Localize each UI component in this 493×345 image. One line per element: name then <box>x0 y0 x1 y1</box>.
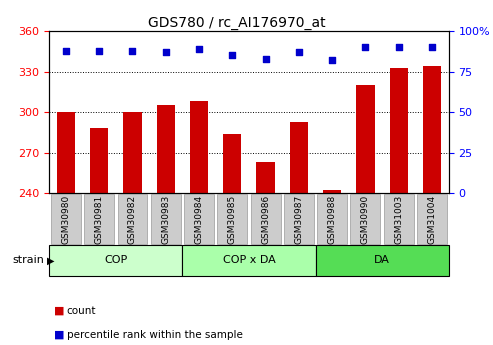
Text: COP: COP <box>104 256 128 265</box>
Text: percentile rank within the sample: percentile rank within the sample <box>67 330 243 339</box>
FancyBboxPatch shape <box>49 245 182 276</box>
Point <box>428 45 436 50</box>
Point <box>62 48 70 53</box>
Bar <box>223 134 242 193</box>
Text: GDS780 / rc_AI176970_at: GDS780 / rc_AI176970_at <box>148 16 325 30</box>
Text: GSM31003: GSM31003 <box>394 195 403 244</box>
Bar <box>57 112 75 193</box>
Text: ▶: ▶ <box>47 256 54 265</box>
Text: ■: ■ <box>54 330 65 339</box>
FancyBboxPatch shape <box>316 245 449 276</box>
Point <box>328 58 336 63</box>
FancyBboxPatch shape <box>182 245 316 276</box>
Text: strain: strain <box>12 256 44 265</box>
Text: COP x DA: COP x DA <box>223 256 275 265</box>
Bar <box>90 128 108 193</box>
Text: GSM30988: GSM30988 <box>328 195 337 244</box>
Point <box>395 45 403 50</box>
Text: GSM30987: GSM30987 <box>294 195 303 244</box>
Bar <box>389 68 408 193</box>
Text: GSM30985: GSM30985 <box>228 195 237 244</box>
Point <box>95 48 103 53</box>
Text: GSM30980: GSM30980 <box>62 195 70 244</box>
Text: count: count <box>67 306 96 315</box>
Bar <box>157 105 175 193</box>
Bar <box>356 85 375 193</box>
Point <box>228 52 236 58</box>
Point <box>262 56 270 61</box>
Point <box>195 46 203 52</box>
Text: ■: ■ <box>54 306 65 315</box>
Point <box>162 49 170 55</box>
Bar <box>423 66 441 193</box>
Text: GSM30986: GSM30986 <box>261 195 270 244</box>
Text: GSM30983: GSM30983 <box>161 195 170 244</box>
Text: DA: DA <box>374 256 390 265</box>
Bar <box>256 162 275 193</box>
Bar <box>323 190 341 193</box>
Point <box>295 49 303 55</box>
Bar <box>123 112 141 193</box>
Text: GSM30990: GSM30990 <box>361 195 370 244</box>
Bar <box>190 101 208 193</box>
Text: GSM31004: GSM31004 <box>427 195 436 244</box>
Point <box>361 45 369 50</box>
Bar <box>290 121 308 193</box>
Point <box>129 48 137 53</box>
Text: GSM30981: GSM30981 <box>95 195 104 244</box>
Text: GSM30984: GSM30984 <box>195 195 204 244</box>
Text: GSM30982: GSM30982 <box>128 195 137 244</box>
